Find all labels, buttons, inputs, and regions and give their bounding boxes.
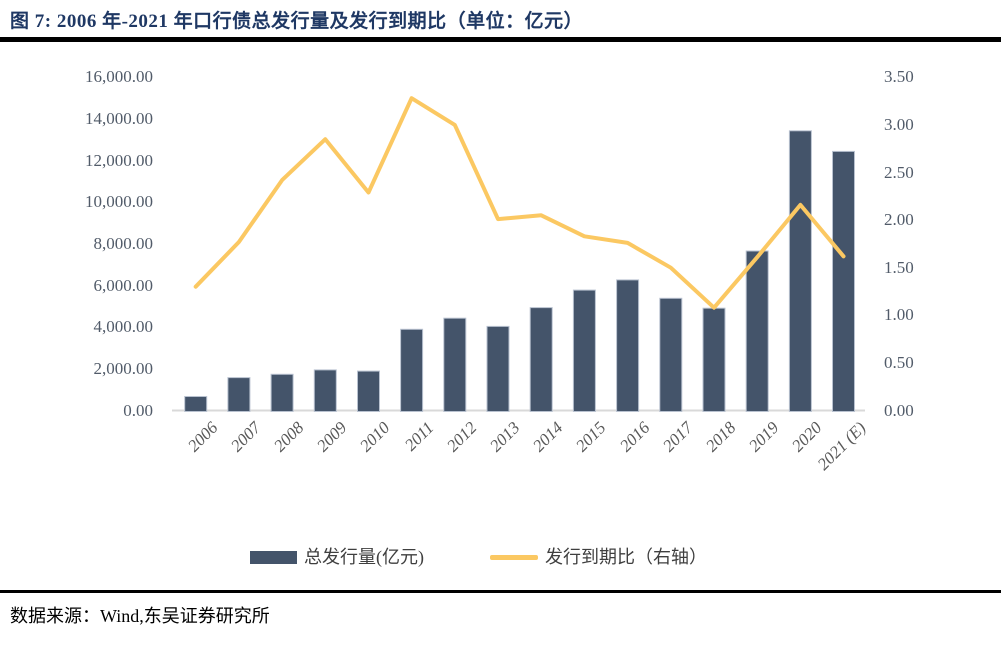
chart-legend: 总发行量(亿元) 发行到期比（右轴） bbox=[0, 540, 1001, 570]
legend-item-maturity-ratio: 发行到期比（右轴） bbox=[490, 545, 707, 569]
left-axis-tick-label: 12,000.00 bbox=[85, 150, 153, 170]
bar-2006 bbox=[184, 396, 208, 412]
figure-title: 图 7: 2006 年-2021 年口行债总发行量及发行到期比（单位：亿元） bbox=[10, 11, 584, 32]
bar-2018 bbox=[702, 307, 726, 413]
data-source: 数据来源：Wind,东吴证券研究所 bbox=[10, 606, 270, 626]
right-axis-tick-label: 2.00 bbox=[884, 210, 914, 230]
bar-2017 bbox=[659, 297, 683, 412]
bar-2011 bbox=[400, 328, 424, 412]
chart-area: 0.00 2,000.00 4,000.00 6,000.00 8,000.00 10,0… bbox=[0, 42, 1001, 582]
bar-2013 bbox=[486, 325, 510, 412]
bar-2012 bbox=[443, 317, 467, 413]
legend-label-line: 发行到期比（右轴） bbox=[545, 547, 707, 567]
bar-2016 bbox=[616, 279, 640, 412]
chart-canvas bbox=[172, 96, 865, 413]
right-axis-tick-label: 3.00 bbox=[884, 114, 914, 134]
left-axis-tick-label: 16,000.00 bbox=[85, 67, 153, 87]
right-axis-tick-label: 0.00 bbox=[884, 400, 914, 420]
legend-item-total-issuance: 总发行量(亿元) bbox=[250, 545, 424, 569]
left-axis-tick-label: 8,000.00 bbox=[93, 233, 154, 253]
bar-series-swatch bbox=[250, 550, 297, 564]
left-axis-tick-label: 2,000.00 bbox=[93, 358, 154, 378]
bar-2010 bbox=[357, 370, 380, 413]
bar-2021 (E) bbox=[832, 150, 855, 412]
line-series-swatch bbox=[490, 554, 538, 560]
left-axis-tick-label: 0.00 bbox=[123, 400, 153, 420]
left-axis-tick-label: 10,000.00 bbox=[85, 192, 153, 212]
left-axis-tick-label: 6,000.00 bbox=[93, 275, 154, 295]
maturity-ratio-line bbox=[193, 96, 846, 310]
bar-2014 bbox=[529, 307, 553, 413]
bar-2019 bbox=[745, 250, 769, 412]
footer-separator-rule bbox=[0, 590, 1001, 593]
title-separator-rule bbox=[0, 37, 1001, 42]
legend-label-bar: 总发行量(亿元) bbox=[304, 547, 424, 567]
bar-2020 bbox=[788, 130, 812, 413]
right-axis-tick-label: 2.50 bbox=[884, 162, 914, 182]
left-axis-tick-label: 4,000.00 bbox=[93, 317, 154, 337]
bar-2008 bbox=[270, 373, 294, 412]
left-axis-tick-label: 14,000.00 bbox=[85, 108, 153, 128]
bar-2015 bbox=[572, 289, 596, 413]
right-axis-tick-label: 1.50 bbox=[884, 257, 914, 277]
right-axis-tick-label: 1.00 bbox=[884, 305, 914, 325]
right-axis-tick-label: 0.50 bbox=[884, 352, 914, 372]
right-axis-tick-label: 3.50 bbox=[884, 67, 914, 87]
bar-2009 bbox=[313, 369, 337, 412]
bar-2007 bbox=[227, 377, 251, 413]
